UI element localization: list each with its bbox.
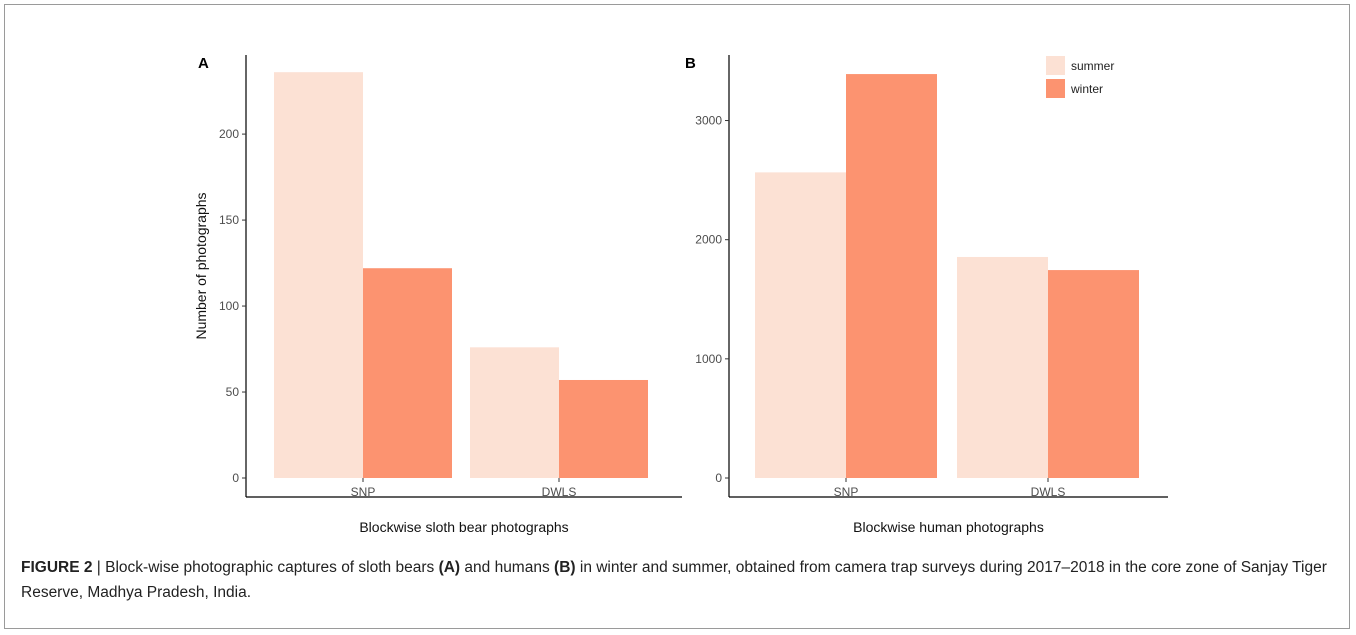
caption-text-3: in winter and summer, obtained from came…: [21, 559, 1327, 601]
x-tick-label-a-snp: SNP: [351, 485, 376, 499]
legend-key-summer: [1046, 56, 1065, 75]
bar-a-dwls-winter: [559, 379, 648, 478]
legend-label-winter: winter: [1070, 82, 1103, 96]
caption-label: FIGURE 2: [21, 559, 93, 576]
caption-text-2: and humans: [460, 559, 555, 576]
y-tick-label-a-100: 100: [219, 299, 239, 313]
x-axis-title-a: Blockwise sloth bear photographs: [359, 519, 568, 535]
y-tick-label-b-3000: 3000: [695, 114, 722, 128]
x-tick-label-a-dwls: DWLS: [542, 485, 577, 499]
y-tick-label-b-2000: 2000: [695, 233, 722, 247]
bar-b-snp-winter: [846, 74, 937, 478]
caption-ref-a: (A): [438, 559, 461, 576]
x-tick-label-b-dwls: DWLS: [1031, 485, 1066, 499]
panel-label-b: B: [685, 55, 696, 72]
panel-label-a: A: [198, 55, 209, 72]
figure-charts: SNP DWLS 0 50 100 150 200 A Blockwise sloth bear…: [193, 55, 1168, 535]
y-axis-title-a: Number of photographs: [193, 192, 209, 339]
figure-caption: FIGURE 2 | Block-wise photographic captu…: [21, 555, 1331, 605]
legend-label-summer: summer: [1071, 59, 1114, 73]
bar-b-dwls-summer: [957, 256, 1048, 478]
chart-panel-b: SNP DWLS 0 1000 2000 3000 B Blockwise human pho…: [685, 55, 1168, 535]
y-tick-label-b-0: 0: [715, 471, 722, 485]
caption-text-1: Block-wise photographic captures of slot…: [105, 559, 439, 576]
bar-a-dwls-summer: [470, 347, 559, 478]
y-tick-label-a-200: 200: [219, 127, 239, 141]
caption-ref-b: (B): [554, 559, 576, 576]
y-tick-label-b-1000: 1000: [695, 352, 722, 366]
y-tick-label-a-50: 50: [226, 385, 240, 399]
chart-panel-a: SNP DWLS 0 50 100 150 200 A Blockwise sloth bear…: [193, 55, 682, 535]
bar-a-snp-summer: [274, 72, 363, 478]
x-tick-label-b-snp: SNP: [834, 485, 859, 499]
bar-a-snp-winter: [363, 268, 452, 478]
bar-b-dwls-winter: [1048, 270, 1139, 478]
y-tick-label-a-0: 0: [232, 471, 239, 485]
bar-b-snp-summer: [755, 172, 846, 478]
y-tick-label-a-150: 150: [219, 213, 239, 227]
caption-separator: |: [92, 559, 106, 576]
legend-key-winter: [1046, 79, 1065, 98]
x-axis-title-b: Blockwise human photographs: [853, 519, 1044, 535]
